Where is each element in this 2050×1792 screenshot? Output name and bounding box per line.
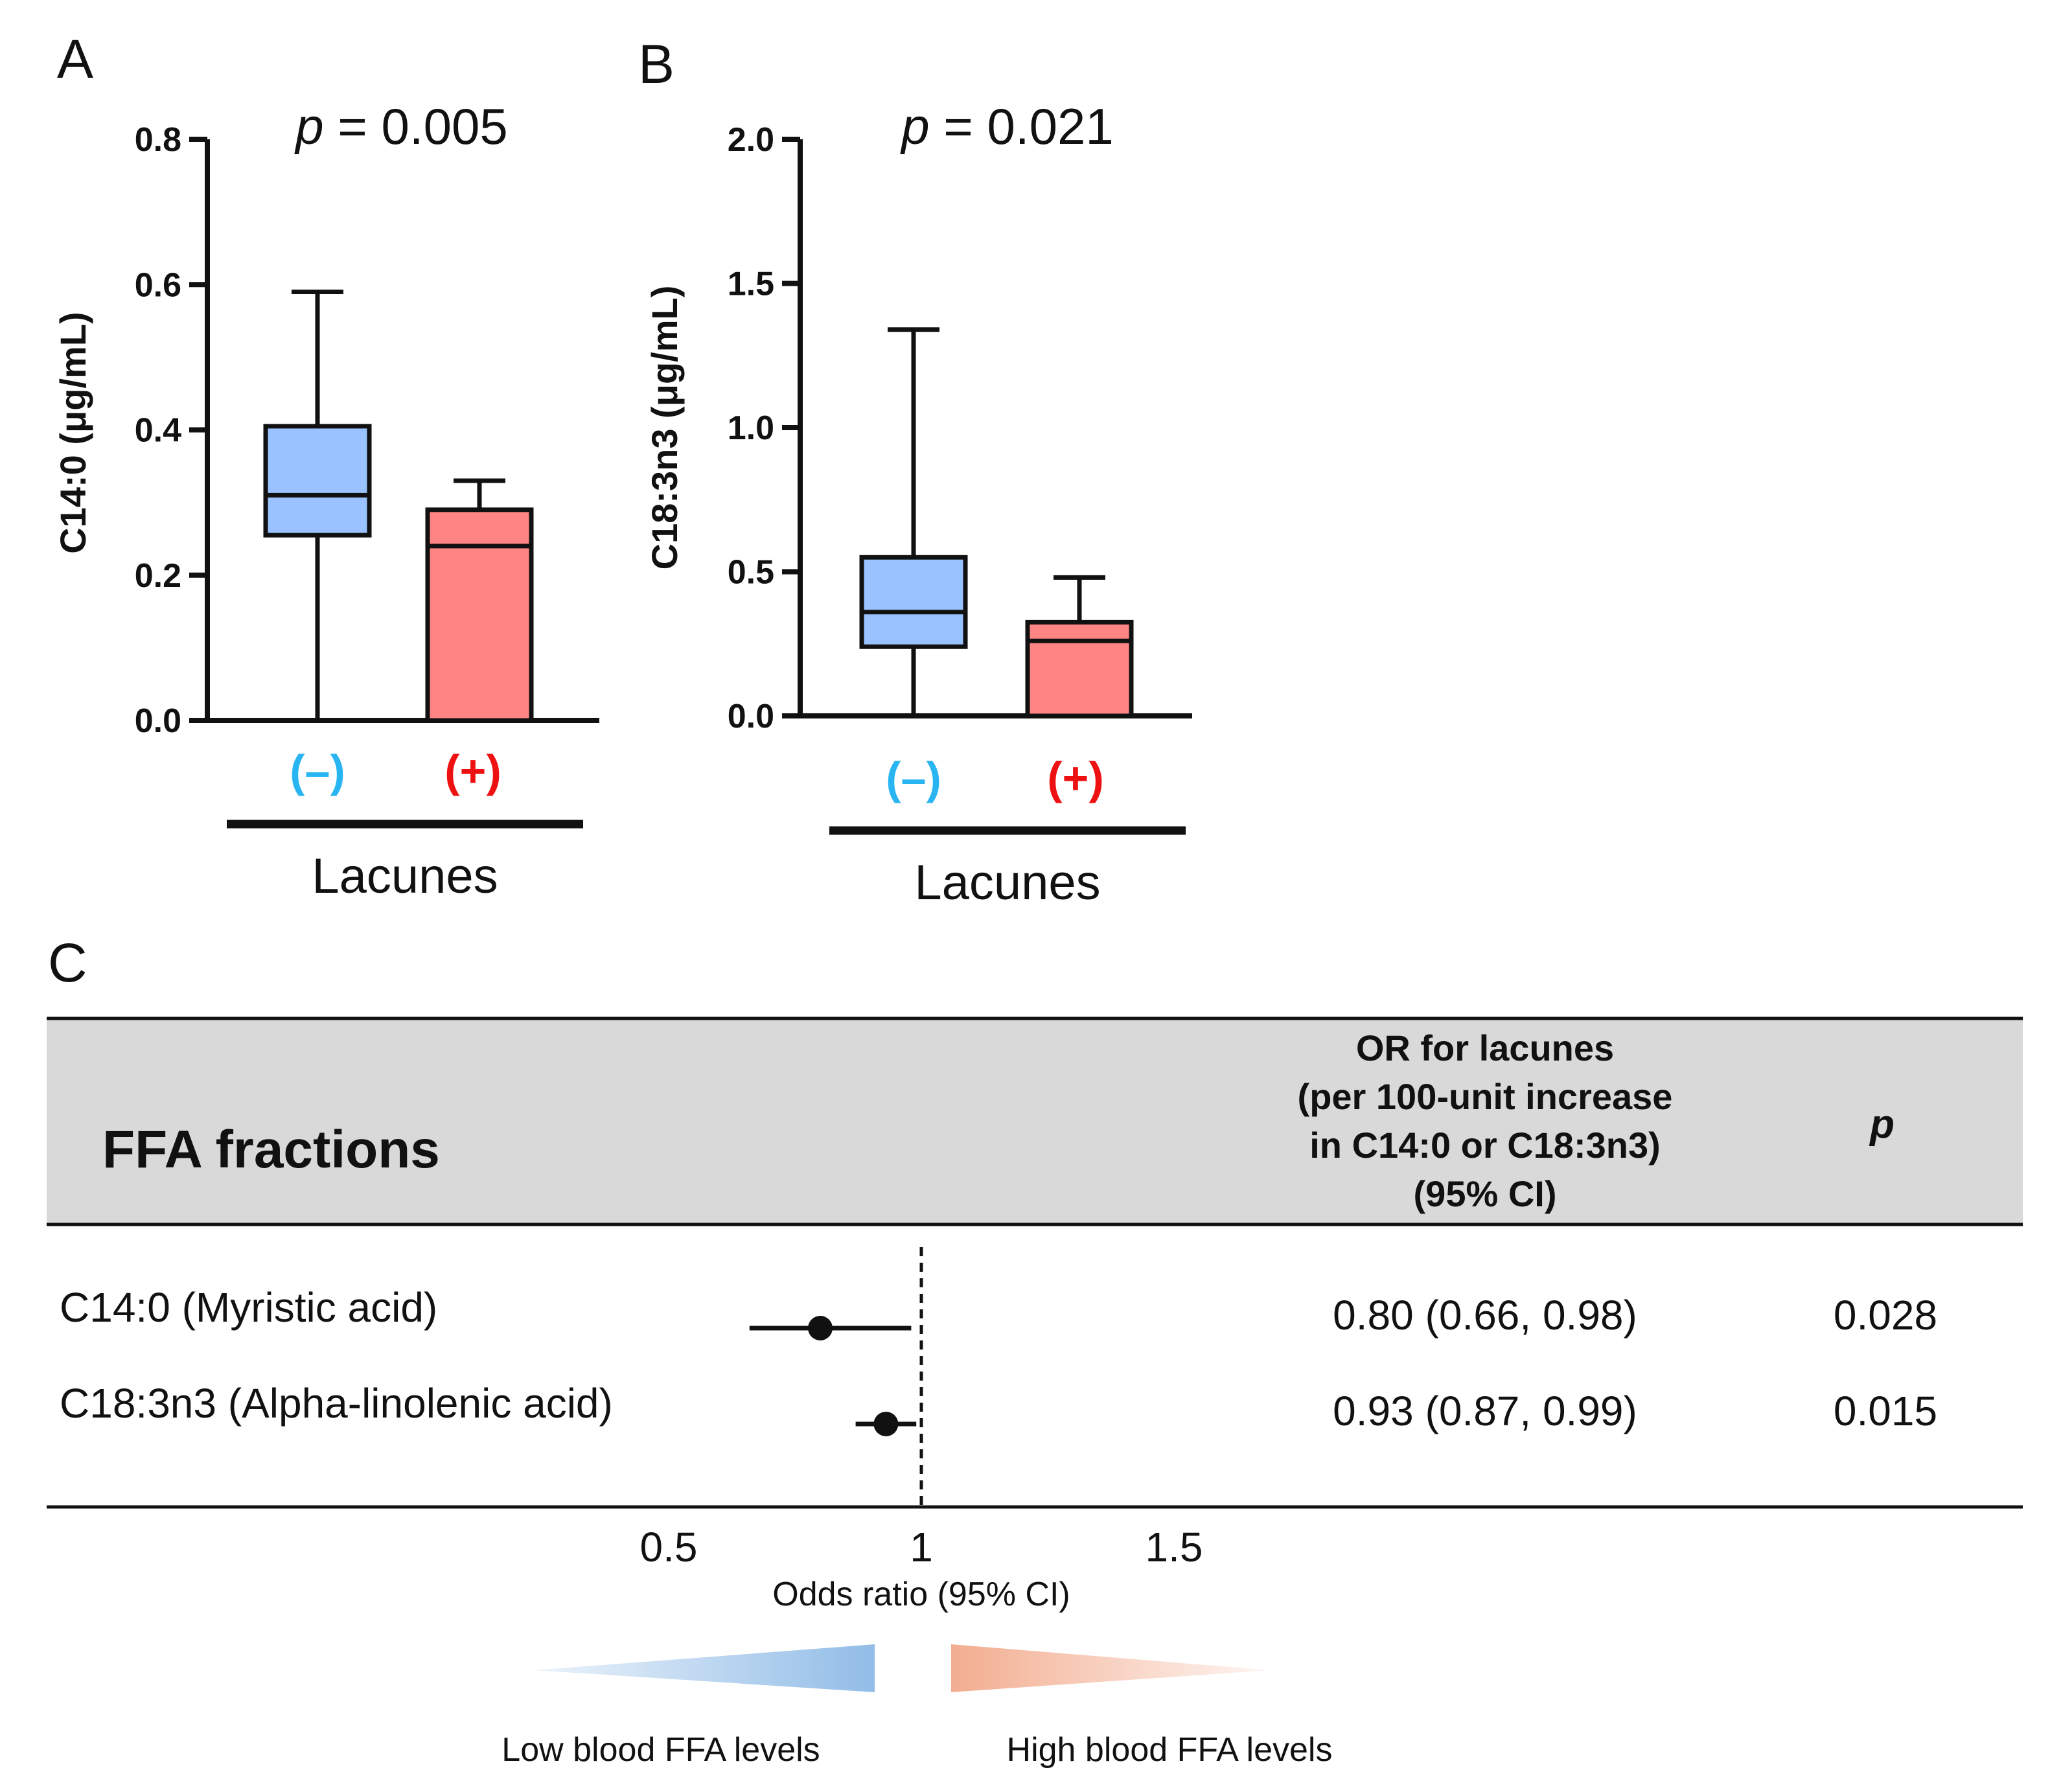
header-or-line-2: (per 100-unit increase xyxy=(1298,1076,1673,1117)
panel-a-box-pos xyxy=(425,507,534,723)
row-1-or: 0.80 (0.66, 0.98) xyxy=(1333,1292,1637,1338)
header-p: p xyxy=(1869,1102,1895,1147)
panel-a-p-value: p = 0.005 xyxy=(294,98,507,155)
panel-b-group-neg: (–) xyxy=(886,753,941,803)
row-2-or: 0.93 (0.87, 0.99) xyxy=(1333,1388,1637,1434)
row-2-p: 0.015 xyxy=(1834,1388,1937,1434)
panel-b-y-tick-label-4: 2.0 xyxy=(728,121,774,159)
panel-a-y-tick-label-3: 0.6 xyxy=(135,266,181,304)
panel-c: C FFA fractions OR for lacunes (per 100-… xyxy=(47,932,2023,1769)
legend-high-levels: High blood FFA levels xyxy=(1007,1731,1333,1769)
forest-x-axis-label: Odds ratio (95% CI) xyxy=(772,1576,1070,1613)
panel-b-y-tick-label-2: 1.0 xyxy=(728,409,774,447)
panel-b-p-value: p = 0.021 xyxy=(900,98,1113,155)
header-or-line-1: OR for lacunes xyxy=(1356,1028,1614,1068)
forest-x-tick-label-1: 1 xyxy=(910,1524,933,1570)
row-2-label: C18:3n3 (Alpha-linolenic acid) xyxy=(60,1380,613,1427)
panel-b: B p = 0.021 C18:3n3 (μg/mL) 0.0 0.5 1.0 1.5… xyxy=(638,34,1192,910)
panel-a-x-axis-label: Lacunes xyxy=(312,849,498,904)
panel-b-y-tick-label-1: 0.5 xyxy=(728,554,774,592)
row-1-p: 0.028 xyxy=(1834,1292,1937,1338)
panel-a-box-neg xyxy=(263,424,372,538)
header-ffa-fractions: FFA fractions xyxy=(102,1120,440,1179)
header-or-line-4: (95% CI) xyxy=(1414,1173,1557,1214)
high-levels-wedge xyxy=(951,1644,1270,1692)
panel-a-y-tick-label-1: 0.2 xyxy=(135,557,181,595)
row-1-point xyxy=(808,1316,833,1340)
panel-a-plot: 0.0 0.2 0.4 0.6 0.8 xyxy=(135,121,599,740)
panel-b-x-axis-label: Lacunes xyxy=(914,855,1100,910)
header-or-column: OR for lacunes (per 100-unit increase in… xyxy=(1298,1028,1673,1214)
panel-a-y-tick-label-2: 0.4 xyxy=(135,412,181,450)
panel-b-y-tick-label-0: 0.0 xyxy=(728,698,774,735)
panel-b-group-pos: (+) xyxy=(1047,753,1104,803)
panel-a-letter: A xyxy=(57,29,93,89)
row-1-label: C14:0 (Myristic acid) xyxy=(60,1284,437,1331)
row-2-point xyxy=(873,1412,899,1436)
panel-a-y-tick-label-0: 0.0 xyxy=(135,702,181,740)
panel-c-letter: C xyxy=(48,932,87,993)
header-or-line-3: in C14:0 or C18:3n3) xyxy=(1309,1125,1661,1166)
forest-plot: C14:0 (Myristic acid) 0.80 (0.66, 0.98) 0.… xyxy=(60,1247,1937,1570)
table-header-background xyxy=(47,1018,2023,1224)
panel-a-group-pos: (+) xyxy=(444,746,501,796)
panel-b-box-neg xyxy=(859,555,968,649)
panel-b-letter: B xyxy=(638,34,674,95)
forest-x-tick-label-2: 1.5 xyxy=(1146,1524,1203,1570)
panel-a-y-tick-label-4: 0.8 xyxy=(135,121,181,159)
low-levels-wedge xyxy=(535,1644,875,1692)
panel-a: A p = 0.005 C14:0 (μg/mL) 0.00.20.40.60.… xyxy=(52,29,599,904)
panel-a-group-neg: (–) xyxy=(290,746,345,796)
panel-b-plot: 0.0 0.5 1.0 1.5 2.0 xyxy=(728,121,1192,735)
forest-x-tick-label-0: 0.5 xyxy=(640,1524,698,1570)
panel-b-y-axis-label: C18:3n3 (μg/mL) xyxy=(644,286,685,570)
panel-a-y-axis-label: C14:0 (μg/mL) xyxy=(52,312,93,553)
panel-b-box-pos xyxy=(1025,619,1134,718)
panel-b-y-tick-label-3: 1.5 xyxy=(728,266,774,303)
legend-low-levels: Low blood FFA levels xyxy=(501,1731,820,1769)
